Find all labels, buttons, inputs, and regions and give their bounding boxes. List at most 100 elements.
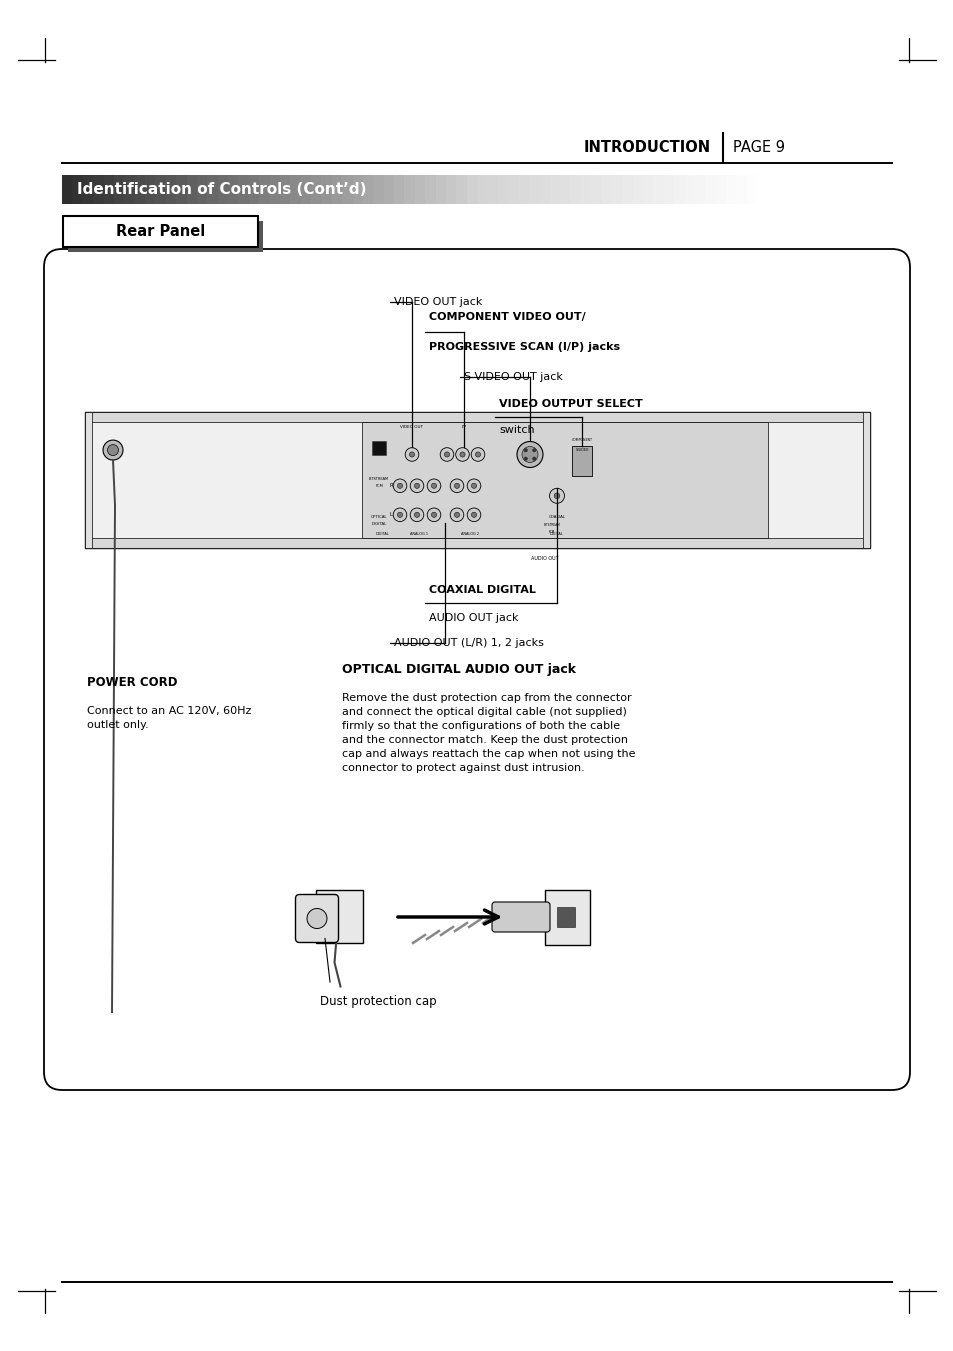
Bar [787,176,799,204]
Bar [736,176,747,204]
Text: S-VIDEO OUT jack: S-VIDEO OUT jack [463,372,562,382]
Bar [544,890,589,944]
Bar [570,176,581,204]
Circle shape [397,512,402,517]
Text: Dust protection cap: Dust protection cap [319,994,436,1008]
Text: L: L [390,512,393,517]
Circle shape [414,484,419,488]
FancyBboxPatch shape [295,894,338,943]
Bar [63,216,257,247]
Bar [653,176,664,204]
Text: R: R [389,484,393,488]
Circle shape [427,508,440,521]
Circle shape [431,484,436,488]
Circle shape [532,449,536,453]
Circle shape [471,512,476,517]
Text: ANALOG 1: ANALOG 1 [410,532,428,536]
Bar [85,412,869,549]
Circle shape [459,451,465,457]
Circle shape [454,512,459,517]
Text: PROGRESSIVE SCAN (I/P) jacks: PROGRESSIVE SCAN (I/P) jacks [429,342,619,353]
Circle shape [471,484,476,488]
Bar [361,422,767,538]
Bar [279,176,291,204]
Bar [862,412,869,549]
Bar [155,176,167,204]
Text: BITSTREAM: BITSTREAM [369,477,389,481]
Bar [663,176,675,204]
Text: Remove the dust protection cap from the connector
and connect the optical digita: Remove the dust protection cap from the … [341,693,635,773]
Text: DIGITAL: DIGITAL [550,532,563,536]
Bar [850,176,861,204]
Bar [611,176,622,204]
Text: AUDIO OUT jack: AUDIO OUT jack [429,613,518,623]
Bar [601,176,612,204]
Bar [372,440,386,454]
Text: POWER CORD: POWER CORD [87,676,177,689]
Bar [642,176,654,204]
Bar [757,176,768,204]
Text: Identification of Controls (Cont’d): Identification of Controls (Cont’d) [77,182,366,197]
Bar [435,176,446,204]
FancyBboxPatch shape [492,902,550,932]
Circle shape [523,457,527,461]
Circle shape [475,451,480,457]
Circle shape [471,447,484,461]
Circle shape [521,446,537,462]
Bar [476,176,488,204]
Bar [228,176,239,204]
Bar [311,176,322,204]
Text: COMPONENT VIDEO OUT/: COMPONENT VIDEO OUT/ [429,312,585,322]
Circle shape [456,447,469,461]
Bar [196,176,208,204]
Bar [445,176,456,204]
Bar [538,176,550,204]
Text: Connect to an AC 120V, 60Hz
outlet only.: Connect to an AC 120V, 60Hz outlet only. [87,707,251,730]
Bar [352,176,363,204]
Bar [373,176,384,204]
Bar [508,176,519,204]
Bar [300,176,312,204]
Text: PCM: PCM [548,530,555,534]
Circle shape [427,480,440,493]
Bar [290,176,301,204]
Bar [217,176,229,204]
Bar [342,176,354,204]
Circle shape [393,508,406,521]
Bar [321,176,333,204]
Bar [103,176,114,204]
Circle shape [307,908,327,928]
Circle shape [532,457,536,461]
Bar [145,176,156,204]
FancyBboxPatch shape [44,249,909,1090]
Bar [704,176,716,204]
Text: BITSTREAM: BITSTREAM [543,523,559,527]
Bar [870,176,882,204]
Bar [166,176,177,204]
Text: switch: switch [498,426,534,435]
Text: I/P: I/P [461,426,466,430]
Bar [456,176,467,204]
Text: AUDIO OUT (L/R) 1, 2 jacks: AUDIO OUT (L/R) 1, 2 jacks [394,638,543,648]
Bar [621,176,633,204]
Bar [68,222,263,253]
Bar [83,176,94,204]
Bar [394,176,405,204]
Circle shape [439,447,454,461]
Circle shape [397,484,402,488]
Bar [808,176,820,204]
Circle shape [410,480,423,493]
Bar [124,176,135,204]
Bar [518,176,529,204]
Bar [207,176,218,204]
Text: VIDEO OUT: VIDEO OUT [400,426,423,430]
Bar [186,176,197,204]
Bar [684,176,695,204]
Bar [746,176,758,204]
Bar [134,176,146,204]
Bar [85,412,91,549]
Bar [860,176,871,204]
Circle shape [467,480,480,493]
Bar [269,176,280,204]
Text: VIDEO OUT jack: VIDEO OUT jack [394,297,482,307]
